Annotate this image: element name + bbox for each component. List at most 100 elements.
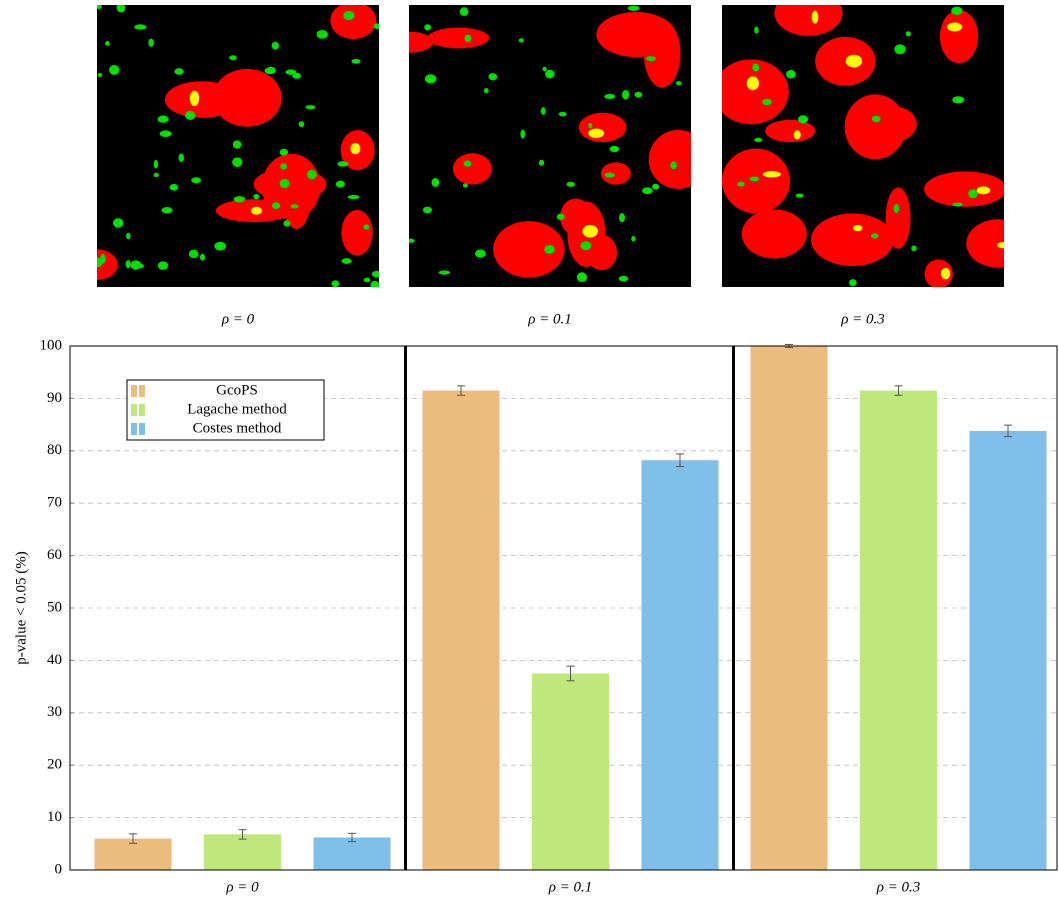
yellow-blob bbox=[350, 142, 361, 155]
green-dot bbox=[795, 193, 804, 198]
green-dot bbox=[588, 123, 593, 129]
green-dot bbox=[126, 232, 131, 240]
red-blob bbox=[164, 81, 240, 118]
green-dot bbox=[518, 38, 524, 43]
green-dot bbox=[290, 204, 299, 209]
green-dot bbox=[161, 207, 173, 214]
x-tick-label: ρ = 0.3 bbox=[876, 879, 921, 895]
green-dot bbox=[424, 74, 437, 84]
red-blob bbox=[722, 59, 789, 125]
green-dot bbox=[798, 115, 809, 124]
green-dot bbox=[343, 10, 355, 21]
sample-image bbox=[722, 5, 1004, 287]
bar bbox=[313, 837, 391, 870]
red-blob bbox=[844, 94, 906, 160]
green-dot bbox=[556, 213, 565, 220]
sample-image bbox=[409, 5, 691, 287]
green-dot bbox=[952, 202, 963, 207]
image-content bbox=[97, 5, 379, 287]
green-dot bbox=[279, 178, 290, 189]
legend-label: Costes method bbox=[193, 420, 282, 436]
yellow-blob bbox=[250, 206, 263, 215]
green-dot bbox=[188, 249, 199, 259]
red-blob bbox=[212, 68, 282, 127]
green-dot bbox=[631, 236, 636, 242]
green-dot bbox=[618, 275, 629, 282]
legend-label: Lagache method bbox=[187, 401, 287, 417]
green-dot bbox=[363, 224, 370, 230]
green-dot bbox=[627, 5, 640, 11]
red-blob bbox=[741, 209, 807, 259]
error-bar bbox=[348, 832, 356, 843]
green-dot bbox=[544, 244, 555, 254]
green-dot bbox=[232, 140, 242, 149]
red-blob bbox=[648, 130, 691, 189]
green-dot bbox=[298, 121, 305, 128]
legend-swatch bbox=[131, 404, 137, 416]
legend: GcoPS Lagache method Costes method bbox=[126, 379, 325, 441]
green-dot bbox=[316, 29, 328, 39]
green-dot bbox=[871, 115, 881, 123]
green-dot bbox=[280, 163, 288, 170]
green-dot bbox=[737, 181, 745, 187]
green-dot bbox=[148, 38, 154, 47]
green-dot bbox=[370, 280, 379, 287]
image-caption: ρ = 0.3 bbox=[840, 311, 885, 327]
green-dot bbox=[253, 193, 260, 200]
x-tick-label: ρ = 0 bbox=[225, 879, 259, 895]
green-dot bbox=[97, 73, 103, 78]
image-content bbox=[409, 5, 691, 283]
green-dot bbox=[283, 220, 291, 227]
green-dot bbox=[619, 213, 625, 223]
green-dot bbox=[116, 5, 126, 13]
green-dot bbox=[951, 6, 963, 15]
green-dot bbox=[100, 253, 106, 264]
green-dot bbox=[271, 202, 281, 209]
green-dot bbox=[169, 183, 179, 191]
image-content bbox=[722, 5, 1004, 287]
green-dot bbox=[558, 111, 567, 117]
green-dot bbox=[233, 196, 246, 203]
green-dot bbox=[279, 148, 289, 156]
green-dot bbox=[871, 233, 879, 239]
green-dot bbox=[540, 107, 546, 115]
red-blob bbox=[341, 209, 373, 256]
bar bbox=[860, 390, 937, 870]
yellow-blob bbox=[582, 224, 598, 238]
green-dot bbox=[271, 41, 280, 50]
green-dot bbox=[232, 157, 243, 168]
green-dot bbox=[463, 160, 472, 167]
green-dot bbox=[305, 105, 316, 110]
plot-frame bbox=[69, 345, 1058, 871]
green-dot bbox=[125, 260, 131, 269]
green-dot bbox=[604, 172, 615, 178]
green-dot bbox=[185, 110, 196, 121]
green-dot bbox=[153, 159, 159, 169]
green-dot bbox=[229, 55, 237, 61]
legend-label: GcoPS bbox=[216, 382, 258, 398]
red-blob bbox=[427, 27, 490, 49]
green-dot bbox=[409, 238, 415, 243]
error-bar bbox=[566, 665, 575, 682]
green-dot bbox=[520, 129, 526, 139]
green-dot bbox=[754, 137, 763, 142]
red-blob bbox=[493, 221, 565, 278]
green-dot bbox=[424, 24, 432, 31]
y-tick-label: 70 bbox=[47, 495, 62, 511]
green-dot bbox=[566, 181, 576, 187]
x-tick-label: ρ = 0.1 bbox=[548, 879, 593, 895]
green-dot bbox=[159, 130, 172, 137]
green-dot bbox=[952, 96, 965, 104]
y-tick-label: 10 bbox=[47, 809, 62, 825]
error-bar bbox=[457, 385, 465, 396]
bar bbox=[750, 346, 828, 870]
green-dot bbox=[306, 169, 317, 180]
red-blob bbox=[765, 119, 816, 143]
y-tick-label: 50 bbox=[47, 599, 62, 615]
bar bbox=[532, 673, 609, 870]
green-dot bbox=[609, 145, 620, 153]
green-dot bbox=[905, 31, 912, 37]
green-dot bbox=[134, 24, 147, 30]
yellow-blob bbox=[845, 54, 863, 68]
